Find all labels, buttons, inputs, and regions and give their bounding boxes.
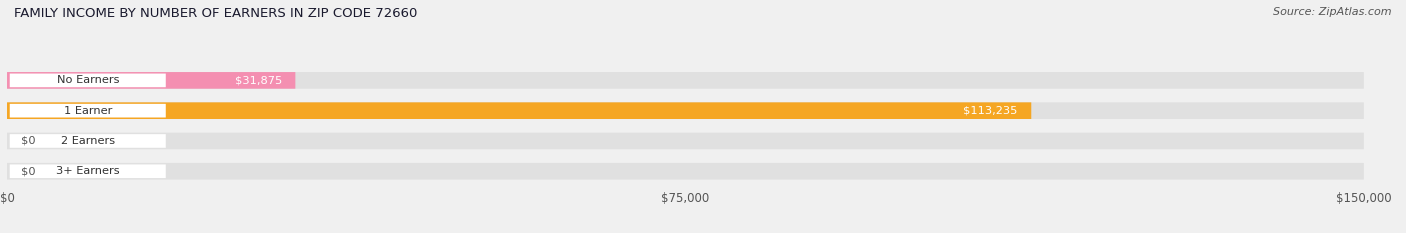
Text: FAMILY INCOME BY NUMBER OF EARNERS IN ZIP CODE 72660: FAMILY INCOME BY NUMBER OF EARNERS IN ZI… (14, 7, 418, 20)
FancyBboxPatch shape (7, 102, 1031, 119)
Text: $0: $0 (21, 166, 35, 176)
Text: Source: ZipAtlas.com: Source: ZipAtlas.com (1274, 7, 1392, 17)
Text: 3+ Earners: 3+ Earners (56, 166, 120, 176)
FancyBboxPatch shape (7, 163, 1364, 180)
FancyBboxPatch shape (10, 134, 166, 148)
FancyBboxPatch shape (7, 72, 1364, 89)
FancyBboxPatch shape (7, 102, 1364, 119)
Text: 1 Earner: 1 Earner (63, 106, 112, 116)
Text: $113,235: $113,235 (963, 106, 1018, 116)
FancyBboxPatch shape (7, 72, 295, 89)
Text: No Earners: No Earners (56, 75, 120, 85)
Text: 2 Earners: 2 Earners (60, 136, 115, 146)
FancyBboxPatch shape (10, 104, 166, 117)
FancyBboxPatch shape (7, 133, 1364, 149)
Text: $0: $0 (21, 136, 35, 146)
Text: $31,875: $31,875 (235, 75, 281, 85)
FancyBboxPatch shape (10, 164, 166, 178)
FancyBboxPatch shape (10, 74, 166, 87)
